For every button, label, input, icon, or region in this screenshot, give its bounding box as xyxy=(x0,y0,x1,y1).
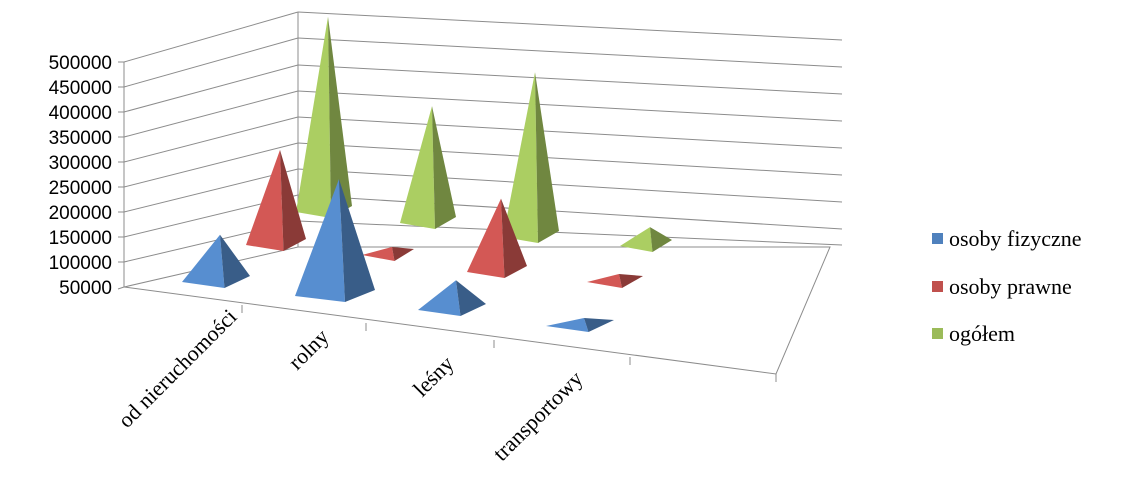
pyramid-mark xyxy=(620,227,672,252)
y-tick-label: 150000 xyxy=(49,228,112,249)
pyramid-mark xyxy=(246,149,306,251)
pyramid-mark xyxy=(362,247,414,261)
pyramid-face-left xyxy=(295,179,345,302)
legend-label: osoby fizyczne xyxy=(949,226,1082,251)
x-tick-label: transportowy xyxy=(488,366,588,466)
pyramid-mark xyxy=(503,72,559,243)
pyramid-face-left xyxy=(362,247,395,261)
y-tick-label: 50000 xyxy=(59,278,112,299)
y-tick-label: 450000 xyxy=(49,78,112,99)
pyramid-face-left xyxy=(467,198,505,278)
x-tick-label: leśny xyxy=(408,351,459,402)
pyramid-mark xyxy=(182,234,250,288)
y-tick-label: 250000 xyxy=(49,178,112,199)
pyramid-face-right xyxy=(280,149,306,251)
pyramid-face-left xyxy=(246,149,284,251)
pyramid-face-right xyxy=(339,179,375,302)
pyramid-face-left xyxy=(182,234,225,288)
legend-swatch xyxy=(932,281,943,292)
pyramid-mark xyxy=(546,318,614,332)
x-axis-tick-labels: od nieruchomości rolny leśny transportow… xyxy=(113,304,588,466)
pyramid-face-right xyxy=(456,280,486,316)
pyramid-face-left xyxy=(587,274,622,288)
y-tick-label: 300000 xyxy=(49,153,112,174)
pyramid-face-left xyxy=(400,106,435,229)
y-axis-tick-labels: 500000 450000 400000 350000 300000 25000… xyxy=(49,53,112,299)
pyramid-face-left xyxy=(418,280,461,316)
pyramid-face-right xyxy=(328,16,352,219)
pyramid-face-left xyxy=(546,318,589,332)
chart-legend: osoby fizyczne osoby prawne ogółem xyxy=(932,226,1082,346)
legend-swatch xyxy=(932,233,943,244)
pyramid-face-right xyxy=(392,247,414,261)
pyramid-mark xyxy=(418,280,486,316)
x-tick-label: rolny xyxy=(283,324,334,375)
pyramid-face-left xyxy=(503,72,538,243)
pyramid-face-left xyxy=(620,227,653,252)
legend-swatch xyxy=(932,328,943,339)
y-tick-label: 350000 xyxy=(49,128,112,149)
y-tick-label: 500000 xyxy=(49,53,112,74)
legend-label: osoby prawne xyxy=(949,274,1072,299)
pyramid-mark xyxy=(467,198,527,278)
y-tick-label: 400000 xyxy=(49,103,112,124)
pyramid-face-right xyxy=(535,72,559,243)
pyramid-marks xyxy=(182,16,672,332)
x-tick-label: od nieruchomości xyxy=(113,304,242,433)
y-tick-label: 100000 xyxy=(49,253,112,274)
pyramid-face-right xyxy=(619,274,643,288)
pyramid-mark xyxy=(296,16,352,219)
pyramid-face-right xyxy=(650,227,672,252)
pyramid-face-right xyxy=(220,234,250,288)
pyramid-face-right xyxy=(432,106,456,229)
pyramid-mark xyxy=(400,106,456,229)
pyramid-mark xyxy=(295,179,375,302)
legend-label: ogółem xyxy=(949,321,1015,346)
pyramid-face-right xyxy=(584,318,614,332)
pyramid-face-right xyxy=(501,198,527,278)
pyramid-face-left xyxy=(296,16,331,219)
chart-gridlines xyxy=(117,11,843,382)
y-tick-label: 200000 xyxy=(49,203,112,224)
pyramid-mark xyxy=(587,274,643,288)
